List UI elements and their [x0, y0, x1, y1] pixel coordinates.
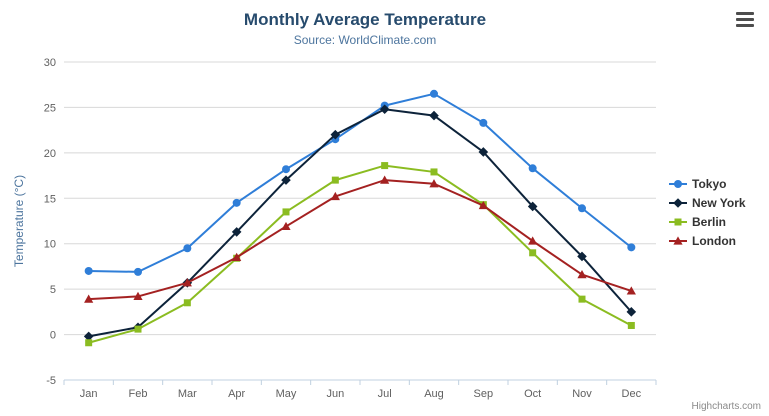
svg-text:0: 0 [50, 330, 56, 342]
gridlines [64, 61, 656, 381]
series-line-tokyo [87, 92, 633, 273]
legend-marker-icon [669, 198, 687, 208]
series-tokyo [84, 89, 636, 276]
hamburger-icon [736, 12, 754, 27]
svg-text:Jan: Jan [80, 388, 98, 400]
svg-text:Feb: Feb [129, 388, 148, 400]
svg-text:Jul: Jul [378, 388, 392, 400]
svg-text:Dec: Dec [622, 388, 642, 400]
legend-marker-icon [669, 236, 687, 245]
legend-label: New York [692, 196, 746, 210]
series-line-berlin [87, 164, 633, 344]
credits-link[interactable]: Highcharts.com [691, 401, 761, 412]
x-axis-labels: Jan Feb Mar Apr May Jun Jul Aug Sep Oct Nov Dec [80, 388, 642, 400]
export-menu-button[interactable] [733, 10, 757, 29]
svg-text:May: May [276, 388, 297, 400]
svg-text:30: 30 [44, 57, 56, 69]
series-london [84, 175, 636, 303]
legend-label: London [692, 234, 736, 248]
svg-text:Aug: Aug [424, 388, 444, 400]
series-line-london [87, 179, 633, 301]
svg-text:20: 20 [44, 148, 56, 160]
svg-text:25: 25 [44, 102, 56, 114]
legend-marker-icon [669, 180, 687, 188]
y-axis-title: Temperature (°C) [12, 175, 26, 267]
svg-text:5: 5 [50, 284, 56, 296]
legend-item-berlin[interactable]: Berlin [669, 215, 746, 229]
svg-text:-5: -5 [46, 375, 56, 387]
legend-label: Tokyo [692, 177, 727, 191]
legend-item-tokyo[interactable]: Tokyo [669, 177, 746, 191]
svg-text:Apr: Apr [228, 388, 245, 400]
series-line-new-york [87, 108, 633, 338]
chart-subtitle: Source: WorldClimate.com [293, 33, 437, 47]
svg-text:Nov: Nov [572, 388, 592, 400]
legend-marker-icon [669, 218, 687, 226]
legend: Tokyo New York Berlin London [669, 177, 746, 253]
chart-title: Monthly Average Temperature [243, 10, 487, 29]
legend-item-london[interactable]: London [669, 234, 746, 248]
legend-label: Berlin [692, 215, 727, 229]
svg-text:Jun: Jun [326, 388, 344, 400]
series-new-york [83, 104, 637, 342]
y-axis-labels: -5 0 5 10 15 20 25 30 [44, 57, 56, 387]
svg-text:10: 10 [44, 239, 56, 251]
legend-item-new-york[interactable]: New York [669, 196, 746, 210]
svg-text:Oct: Oct [524, 388, 541, 400]
svg-text:Sep: Sep [474, 388, 494, 400]
svg-text:15: 15 [44, 193, 56, 205]
svg-text:Mar: Mar [178, 388, 197, 400]
x-axis-ticks [63, 380, 657, 385]
